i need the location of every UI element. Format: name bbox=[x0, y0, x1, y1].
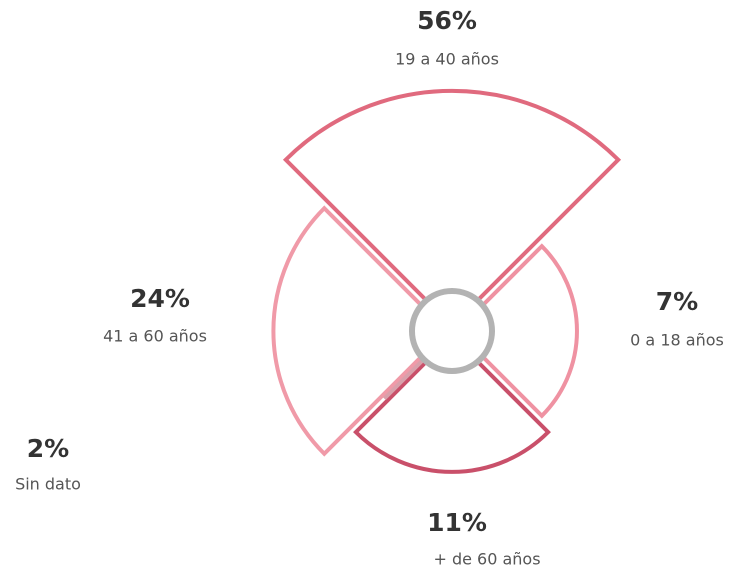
wedge bbox=[353, 333, 551, 474]
wedge bbox=[271, 205, 450, 457]
value-label: 24% bbox=[130, 284, 190, 313]
wedge bbox=[282, 88, 622, 329]
value-label: 11% bbox=[427, 508, 487, 537]
wedges bbox=[271, 88, 622, 474]
category-label: 41 a 60 años bbox=[103, 327, 207, 346]
value-label: 7% bbox=[656, 287, 698, 316]
wedge bbox=[454, 243, 579, 419]
category-label: 0 a 18 años bbox=[630, 331, 724, 350]
value-label: 2% bbox=[27, 434, 69, 463]
center-circle bbox=[409, 288, 495, 374]
value-label: 56% bbox=[417, 6, 477, 35]
category-label: Sin dato bbox=[15, 475, 81, 494]
category-label: 19 a 40 años bbox=[395, 50, 499, 69]
category-label: + de 60 años bbox=[433, 550, 540, 569]
